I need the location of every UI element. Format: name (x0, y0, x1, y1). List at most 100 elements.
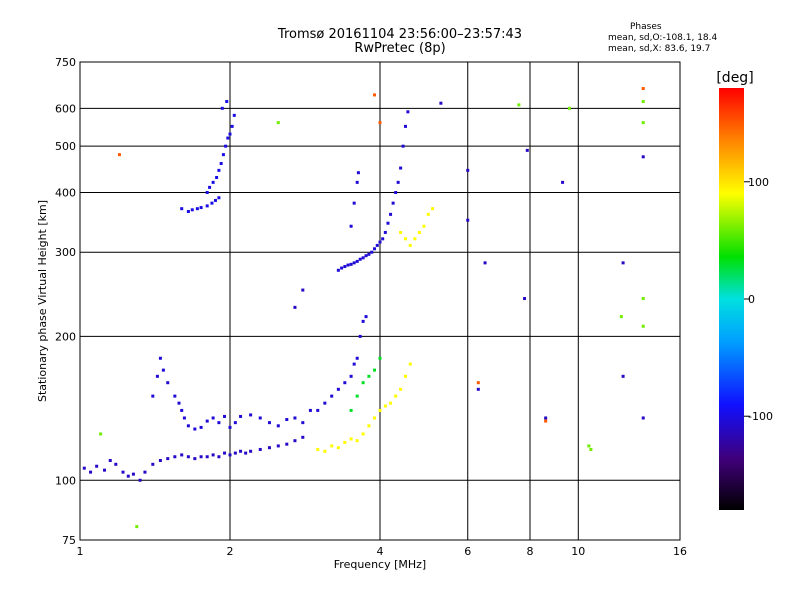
data-point (239, 414, 243, 418)
data-point (523, 297, 527, 301)
data-point (389, 212, 393, 216)
data-point (426, 212, 430, 216)
data-point (544, 416, 548, 420)
data-point (466, 168, 470, 172)
data-point (186, 210, 190, 214)
y-tick-label: 75 (62, 534, 76, 547)
data-point (355, 394, 359, 398)
data-point (349, 262, 353, 266)
x-tick-label: 10 (571, 545, 585, 558)
data-point (406, 110, 410, 114)
plot-frame (79, 61, 681, 541)
data-point (544, 419, 548, 423)
data-point (211, 453, 215, 457)
data-point (619, 315, 623, 319)
x-tick-label: 2 (227, 545, 234, 558)
y-tick-label: 200 (55, 330, 76, 343)
data-point (158, 356, 162, 360)
phase-stats-header: Phases (630, 22, 662, 32)
data-point (343, 440, 347, 444)
y-axis: 75 100 200 300 400 500 600 750 (55, 56, 76, 547)
data-point (285, 442, 289, 446)
data-point (364, 315, 368, 319)
data-point (422, 224, 426, 228)
data-point (195, 207, 199, 211)
data-point (221, 153, 225, 157)
data-point (117, 153, 121, 157)
y-tick-label: 500 (55, 140, 76, 153)
data-point (396, 180, 400, 184)
data-point (399, 166, 403, 170)
data-point (217, 455, 221, 459)
data-point (186, 424, 190, 428)
data-point (301, 288, 305, 292)
data-point (233, 451, 237, 455)
data-point (375, 243, 379, 247)
data-point (121, 470, 125, 474)
data-point (641, 416, 645, 420)
data-point (293, 439, 297, 443)
data-point (413, 237, 417, 241)
data-point (308, 408, 312, 412)
data-point (373, 368, 377, 372)
y-tick-label: 600 (55, 102, 76, 115)
data-point (394, 394, 398, 398)
data-point (228, 453, 232, 457)
data-point (186, 455, 190, 459)
data-point (336, 268, 340, 272)
data-point (316, 447, 320, 451)
data-point (138, 478, 142, 482)
data-point (233, 421, 237, 425)
data-point (199, 455, 203, 459)
data-point (211, 180, 215, 184)
data-point (394, 190, 398, 194)
data-point (258, 416, 262, 420)
data-point (158, 458, 162, 462)
data-point (143, 470, 147, 474)
data-point (173, 455, 177, 459)
data-point (323, 401, 327, 405)
data-point (346, 263, 350, 267)
data-point (249, 413, 253, 417)
data-point (336, 446, 340, 450)
data-point (336, 387, 340, 391)
x-axis: 1 2 4 6 8 10 16 (77, 545, 688, 558)
data-point (276, 444, 280, 448)
data-point (373, 416, 377, 420)
data-point (211, 416, 215, 420)
data-point (381, 237, 385, 241)
data-point (340, 266, 344, 270)
data-point (367, 424, 371, 428)
data-point (151, 394, 155, 398)
data-point (391, 201, 395, 205)
data-point (190, 208, 194, 212)
data-point (228, 132, 232, 136)
y-tick-label: 300 (55, 246, 76, 259)
data-point (378, 240, 382, 244)
data-point (641, 297, 645, 301)
data-point (182, 416, 186, 420)
data-point (641, 87, 645, 91)
data-point (166, 457, 170, 461)
data-point (224, 144, 228, 148)
data-point (352, 261, 356, 265)
data-point (161, 368, 165, 372)
data-point (389, 401, 393, 405)
x-tick-label: 8 (527, 545, 534, 558)
data-point (476, 381, 480, 385)
chart-subtitle: RwPretec (8p) (354, 41, 446, 56)
data-point (349, 408, 353, 412)
x-axis-title: Frequency [MHz] (334, 558, 426, 571)
data-point (378, 356, 382, 360)
data-point (483, 261, 487, 265)
chart-title: Tromsø 20161104 23:56:00–23:57:43 (277, 27, 523, 42)
data-point (180, 408, 184, 412)
colorbar-tick-label: 0 (748, 293, 755, 306)
data-point (285, 418, 289, 422)
y-tick-label: 100 (55, 474, 76, 487)
data-point (349, 224, 353, 228)
data-point (232, 113, 236, 117)
data-point (249, 449, 253, 453)
data-point (316, 408, 320, 412)
y-axis-title: Stationary phase Virtual Height [km] (36, 200, 49, 402)
